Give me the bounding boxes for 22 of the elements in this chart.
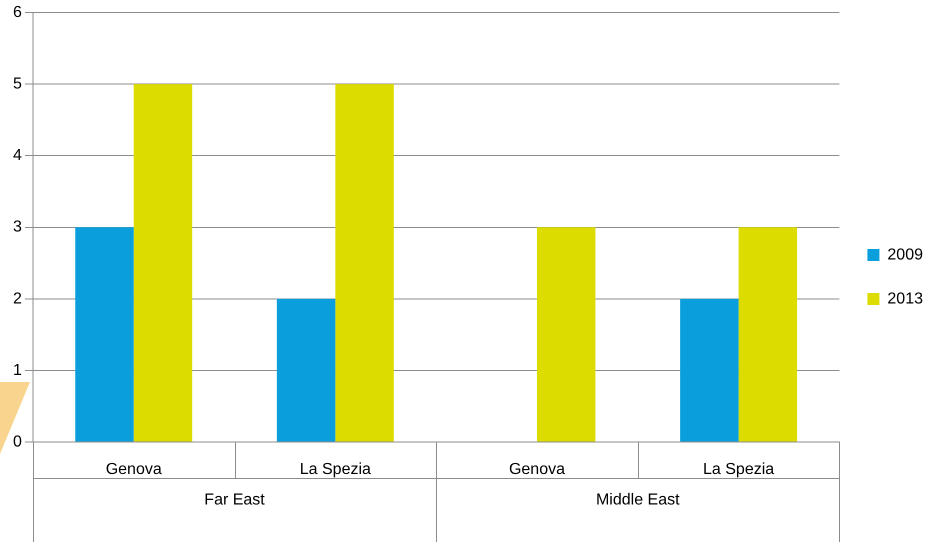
x-tick-label: Genova xyxy=(106,461,162,478)
bar xyxy=(75,227,134,442)
y-tick-label: 5 xyxy=(12,76,22,93)
x-tick-label: La Spezia xyxy=(300,461,372,478)
legend-label: 2013 xyxy=(887,290,924,308)
bar xyxy=(134,84,192,442)
y-tick-label: 4 xyxy=(12,147,22,164)
legend-label: 2009 xyxy=(887,246,924,264)
bar xyxy=(738,227,798,442)
x-tick-label: Genova xyxy=(508,461,566,478)
y-tick-label: 3 xyxy=(12,218,22,236)
text: Far East xyxy=(204,491,266,508)
x-tick-label: La Spezia xyxy=(703,461,774,478)
bar xyxy=(680,298,739,442)
y-tick-label: 1 xyxy=(12,362,22,379)
bar xyxy=(536,227,596,442)
y-tick-label: 2 xyxy=(12,290,22,308)
y-tick-label: 6 xyxy=(12,4,22,22)
bar xyxy=(276,298,336,442)
text: Middle East xyxy=(596,491,680,508)
y-tick-label: 0 xyxy=(12,433,22,450)
bar xyxy=(335,84,394,442)
